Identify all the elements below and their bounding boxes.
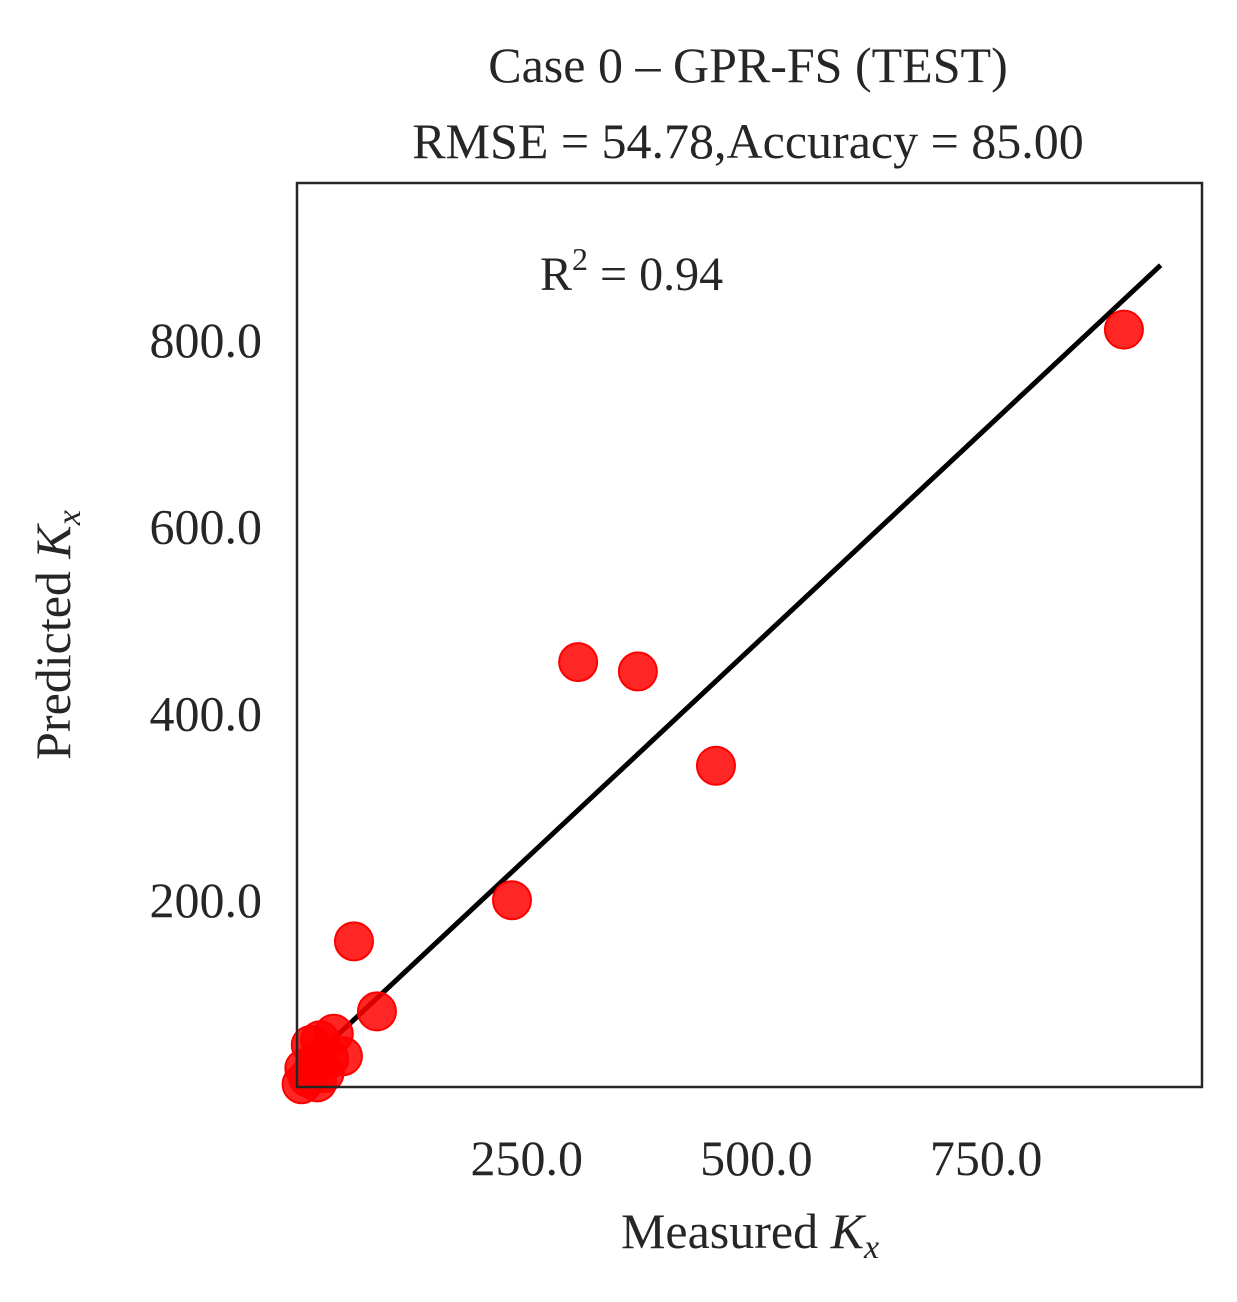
x-axis-label: Measured Kx: [621, 1203, 879, 1266]
x-tick-label: 500.0: [700, 1130, 813, 1186]
x-tick-label: 750.0: [930, 1130, 1043, 1186]
y-axis-label: Predicted Kx: [25, 510, 88, 760]
data-point: [558, 642, 599, 683]
x-axis-label-prefix: Measured: [621, 1203, 818, 1259]
r-squared-superscript: 2: [572, 241, 588, 277]
plot-frame: [295, 181, 1204, 1089]
x-axis-label-sub: x: [863, 1229, 879, 1266]
y-tick-label: 400.0: [150, 685, 263, 741]
data-point: [1103, 309, 1144, 350]
fit-line: [295, 263, 1163, 1075]
y-axis-label-sub: x: [51, 510, 88, 526]
y-tick-label: 200.0: [150, 872, 263, 928]
y-tick-label: 600.0: [150, 499, 263, 555]
data-point: [333, 921, 374, 962]
r-squared-prefix: R: [540, 248, 572, 301]
r-squared-annotation: R2 = 0.94: [540, 241, 723, 301]
data-point: [356, 991, 397, 1032]
y-axis-label-prefix: Predicted: [25, 571, 81, 760]
r-squared-value: = 0.94: [588, 248, 723, 301]
data-point: [695, 745, 736, 786]
data-point: [281, 1064, 322, 1105]
data-point: [617, 651, 658, 692]
y-tick-label: 800.0: [150, 312, 263, 368]
chart-title-line-1: Case 0 – GPR-FS (TEST): [488, 37, 1007, 93]
x-axis-label-var: K: [830, 1203, 867, 1259]
y-axis-label-var: K: [25, 523, 81, 560]
chart-title-line-2: RMSE = 54.78,Accuracy = 85.00: [412, 113, 1084, 169]
data-points: [281, 309, 1144, 1105]
data-point: [491, 880, 532, 921]
x-tick-label: 250.0: [470, 1130, 583, 1186]
fit-line-group: [295, 263, 1163, 1075]
tick-labels: 250.0 500.0 750.0 200.0 400.0 600.0 800.0: [150, 312, 1043, 1186]
